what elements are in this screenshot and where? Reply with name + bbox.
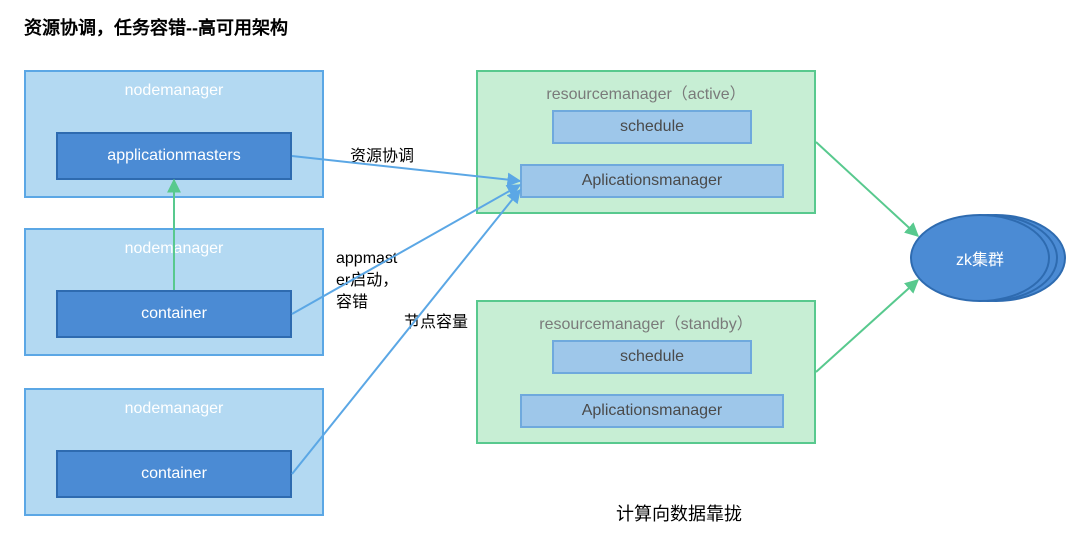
nodemanager-2-label: nodemanager [125,230,224,258]
rm-active-appmanager-box: Aplicationsmanager [520,164,784,198]
applicationmasters-label: applicationmasters [107,147,240,165]
rm-active-schedule-box: schedule [552,110,752,144]
container-1-box: container [56,290,292,338]
nodemanager-1-label: nodemanager [125,72,224,100]
nodemanager-3-label: nodemanager [125,390,224,418]
label-appmaster: appmast er启动， 容错 [336,248,398,314]
label-node-capacity: 节点容量 [404,308,468,332]
applicationmasters-box: applicationmasters [56,132,292,180]
rm-standby-schedule-box: schedule [552,340,752,374]
label-resource-coordination: 资源协调 [350,142,414,166]
container-2-label: container [141,465,207,483]
container-1-label: container [141,305,207,323]
zk-cluster-label: zk集群 [956,246,1004,270]
rm-active-appmanager-label: Aplicationsmanager [582,172,723,190]
resourcemanager-standby-label: resourcemanager（standby） [539,302,752,334]
rm-active-schedule-label: schedule [620,118,684,136]
zk-cluster-ellipse: zk集群 [910,214,1050,302]
rm-standby-appmanager-label: Aplicationsmanager [582,402,723,420]
container-2-box: container [56,450,292,498]
resourcemanager-active-label: resourcemanager（active） [546,72,745,104]
page-title: 资源协调，任务容错--高可用架构 [24,14,288,40]
label-footer: 计算向数据靠拢 [616,500,742,526]
rm-standby-appmanager-box: Aplicationsmanager [520,394,784,428]
rm-standby-schedule-label: schedule [620,348,684,366]
